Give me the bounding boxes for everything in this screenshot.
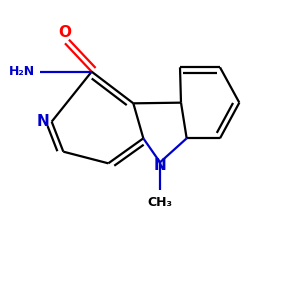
- Text: N: N: [36, 114, 49, 129]
- Text: CH₃: CH₃: [148, 196, 172, 209]
- Text: N: N: [154, 158, 166, 173]
- Text: H₂N: H₂N: [9, 65, 35, 78]
- Text: O: O: [58, 25, 71, 40]
